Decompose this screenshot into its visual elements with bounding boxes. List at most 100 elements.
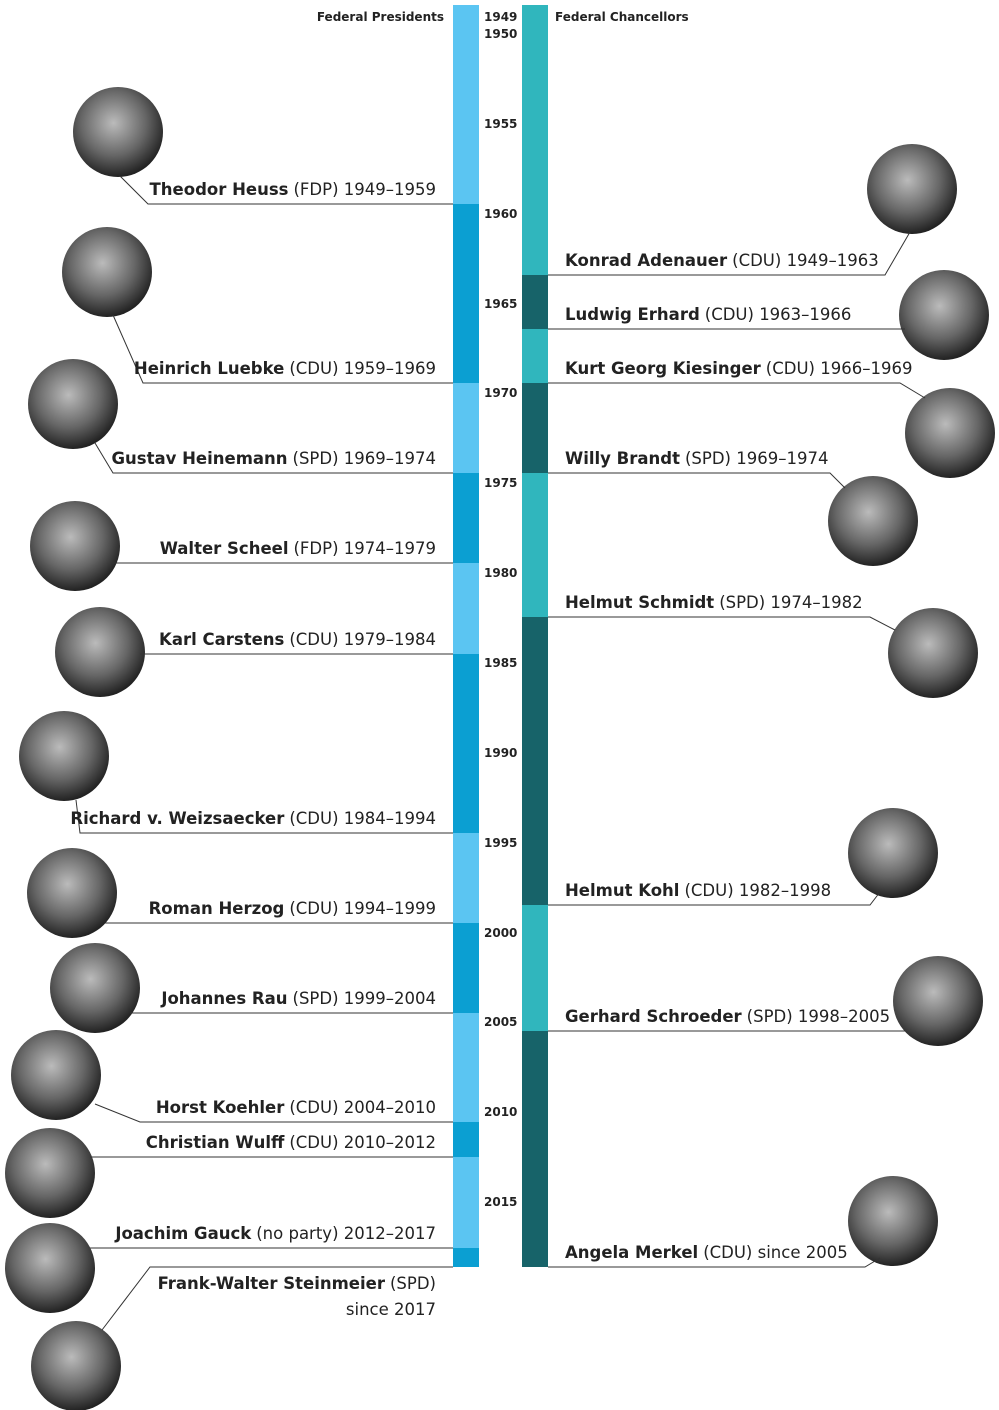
name: Karl Carstens (159, 630, 284, 649)
year-label: 1990 (484, 746, 517, 760)
detail: (SPD) (390, 1274, 436, 1293)
portrait (27, 848, 117, 938)
year-label: 1970 (484, 386, 517, 400)
detail: (FDP) 1949–1959 (294, 180, 437, 199)
term-label: Willy Brandt (SPD) 1969–1974 (565, 449, 828, 468)
term-label: Karl Carstens (CDU) 1979–1984 (159, 630, 436, 649)
detail: (CDU) 1982–1998 (684, 881, 831, 900)
detail: (SPD) 1998–2005 (747, 1007, 890, 1026)
portrait (867, 144, 957, 234)
term-bar (522, 275, 548, 329)
detail: (CDU) 1994–1999 (289, 899, 436, 918)
year-label: 1995 (484, 836, 517, 850)
portrait (848, 1176, 938, 1266)
name: Richard v. Weizsaecker (70, 809, 285, 828)
leader-line (548, 617, 895, 630)
term-bar (453, 1248, 479, 1267)
portrait (62, 227, 152, 317)
detail: (CDU) 1984–1994 (289, 809, 436, 828)
year-label: 1980 (484, 566, 517, 580)
term-label-line2: since 2017 (346, 1300, 436, 1319)
portrait (31, 1321, 121, 1410)
detail: (no party) 2012–2017 (256, 1224, 436, 1243)
detail: (SPD) 1999–2004 (293, 989, 436, 1008)
year-label: 2005 (484, 1015, 517, 1029)
name: Kurt Georg Kiesinger (565, 359, 762, 378)
portrait (5, 1223, 95, 1313)
year-label: 1975 (484, 476, 517, 490)
name: Helmut Kohl (565, 881, 679, 900)
detail: (SPD) 1969–1974 (685, 449, 828, 468)
portrait (19, 711, 109, 801)
term-bar (522, 5, 548, 275)
name: Christian Wulff (146, 1133, 285, 1152)
year-label: 1985 (484, 656, 517, 670)
detail: (CDU) 1963–1966 (705, 305, 852, 324)
portrait (5, 1128, 95, 1218)
name: Horst Koehler (156, 1098, 285, 1117)
year-label: 1960 (484, 207, 517, 221)
name: Walter Scheel (160, 539, 289, 558)
term-label: Helmut Kohl (CDU) 1982–1998 (565, 881, 831, 900)
year-label: 2000 (484, 926, 517, 940)
term-label: Johannes Rau (SPD) 1999–2004 (160, 989, 436, 1008)
name: Konrad Adenauer (565, 251, 728, 270)
term-label: Kurt Georg Kiesinger(CDU) 1966–1969 (565, 359, 912, 378)
timeline: Federal Presidents Federal Chancellors 1… (0, 0, 999, 1410)
term-bar (522, 1031, 548, 1267)
detail: (FDP) 1974–1979 (294, 539, 437, 558)
portrait (28, 359, 118, 449)
term-bar (453, 204, 479, 383)
term-label: Richard v. Weizsaecker(CDU) 1984–1994 (70, 809, 436, 828)
presidents-header: Federal Presidents (317, 10, 444, 24)
term-bar (453, 1122, 479, 1157)
name: Angela Merkel (565, 1243, 698, 1262)
term-bar (522, 383, 548, 473)
detail: (CDU) 1979–1984 (289, 630, 436, 649)
name: Gustav Heinemann (111, 449, 287, 468)
name: Willy Brandt (565, 449, 680, 468)
portrait (73, 87, 163, 177)
portrait (828, 476, 918, 566)
term-bar (453, 1013, 479, 1122)
year-label: 2010 (484, 1105, 517, 1119)
leader-line (548, 383, 925, 398)
year-label: 2015 (484, 1195, 517, 1209)
term-bar (453, 654, 479, 833)
portrait (848, 808, 938, 898)
term-label: Gerhard Schroeder(SPD) 1998–2005 (565, 1007, 890, 1026)
year-label: 1949 (484, 10, 517, 24)
term-label: Horst Koehler(CDU) 2004–2010 (156, 1098, 436, 1117)
term-label: Walter Scheel (FDP) 1974–1979 (160, 539, 436, 558)
term-bar (522, 329, 548, 383)
name: Johannes Rau (160, 989, 287, 1008)
term-label: Roman Herzog(CDU) 1994–1999 (149, 899, 436, 918)
portrait (30, 501, 120, 591)
name: Joachim Gauck (114, 1224, 252, 1243)
term-bar (453, 383, 479, 473)
year-label: 1965 (484, 297, 517, 311)
term-bar (453, 1157, 479, 1248)
year-label: 1950 (484, 27, 517, 41)
detail: (CDU) 2010–2012 (289, 1133, 436, 1152)
year-label: 1955 (484, 117, 517, 131)
portrait (55, 607, 145, 697)
name: Theodor Heuss (150, 180, 289, 199)
term-bar (522, 473, 548, 617)
term-label: Joachim Gauck(no party) 2012–2017 (114, 1224, 436, 1243)
chancellors-header: Federal Chancellors (555, 10, 689, 24)
term-label: Frank-Walter Steinmeier(SPD) (158, 1274, 436, 1293)
term-label: Theodor Heuss (FDP) 1949–1959 (150, 180, 436, 199)
leader-line (548, 473, 845, 488)
term-label: Christian Wulff(CDU) 2010–2012 (146, 1133, 436, 1152)
detail: (SPD) 1969–1974 (293, 449, 436, 468)
name: Roman Herzog (149, 899, 285, 918)
term-bar (453, 833, 479, 923)
detail: (CDU) since 2005 (703, 1243, 848, 1262)
portrait (888, 608, 978, 698)
term-bar (453, 5, 479, 204)
name: Helmut Schmidt (565, 593, 714, 612)
portrait (905, 388, 995, 478)
term-bar (522, 617, 548, 905)
term-bar (453, 563, 479, 654)
